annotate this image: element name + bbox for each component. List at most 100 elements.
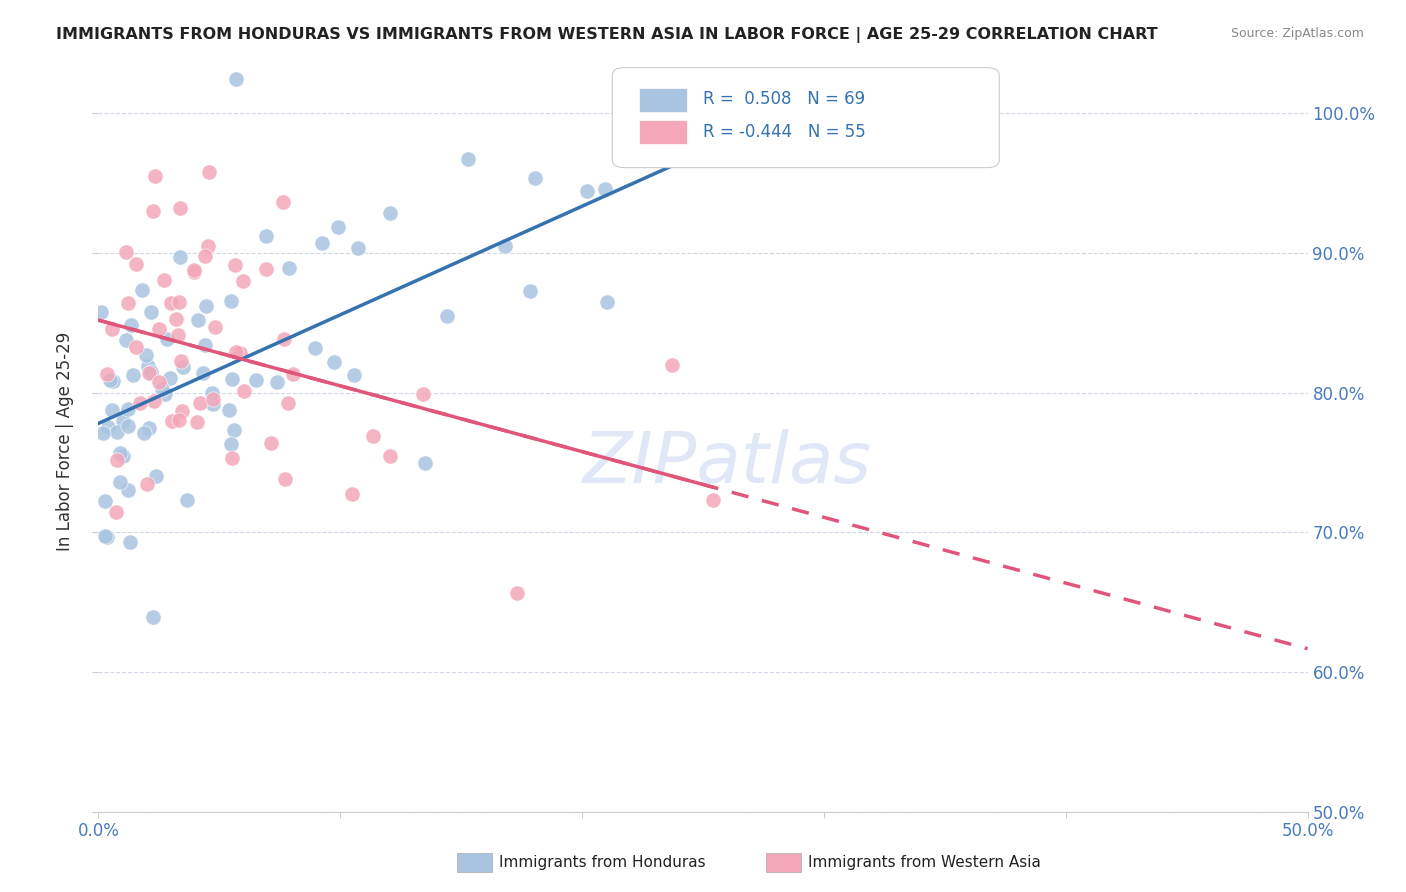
- Point: [702, 492, 724, 507]
- Point: [96, 368, 118, 382]
- Point: [204, 319, 226, 334]
- Point: [413, 457, 436, 471]
- Text: ZIPatlas: ZIPatlas: [582, 429, 872, 499]
- Point: [160, 413, 183, 427]
- Point: [96, 530, 118, 544]
- Point: [232, 274, 254, 288]
- Point: [412, 386, 434, 401]
- Point: [93, 425, 115, 440]
- Point: [219, 293, 242, 308]
- Point: [343, 368, 366, 382]
- Point: [105, 453, 128, 467]
- Point: [145, 468, 167, 483]
- Point: [271, 194, 294, 209]
- Point: [167, 413, 190, 427]
- Point: [125, 257, 148, 271]
- Point: [110, 475, 132, 490]
- Text: Immigrants from Western Asia: Immigrants from Western Asia: [808, 855, 1042, 870]
- Point: [115, 244, 138, 259]
- Text: R = -0.444   N = 55: R = -0.444 N = 55: [703, 123, 866, 141]
- Point: [101, 321, 124, 335]
- Point: [219, 437, 242, 451]
- Point: [138, 359, 160, 373]
- Point: [457, 152, 479, 166]
- Point: [117, 296, 139, 310]
- Point: [342, 487, 364, 501]
- Point: [322, 355, 344, 369]
- Point: [167, 328, 190, 343]
- Point: [117, 401, 139, 416]
- Point: [195, 299, 218, 313]
- FancyBboxPatch shape: [613, 68, 1000, 168]
- Point: [183, 262, 205, 277]
- Point: [117, 483, 139, 497]
- Point: [436, 310, 458, 324]
- Point: [254, 262, 277, 277]
- Point: [361, 429, 384, 443]
- Point: [94, 493, 117, 508]
- Point: [142, 203, 165, 218]
- Point: [224, 258, 246, 272]
- Point: [148, 321, 170, 335]
- Point: [186, 415, 208, 429]
- Point: [202, 397, 225, 411]
- Point: [194, 249, 217, 263]
- Point: [97, 420, 120, 434]
- Point: [201, 392, 224, 407]
- Point: [346, 241, 368, 255]
- Point: [143, 169, 166, 184]
- Point: [129, 396, 152, 410]
- Point: [167, 294, 190, 309]
- Point: [229, 345, 252, 359]
- Point: [201, 386, 224, 401]
- Point: [172, 404, 194, 418]
- Bar: [638, 88, 688, 112]
- Point: [176, 493, 198, 508]
- Point: [187, 313, 209, 327]
- Point: [281, 367, 304, 381]
- Point: [197, 165, 219, 179]
- Point: [380, 449, 402, 463]
- Point: [221, 450, 243, 465]
- Point: [278, 260, 301, 275]
- Point: [131, 283, 153, 297]
- Point: [112, 414, 135, 428]
- Point: [159, 295, 181, 310]
- Point: [328, 220, 350, 235]
- Point: [101, 402, 124, 417]
- Point: [233, 384, 256, 398]
- Point: [524, 171, 547, 186]
- Point: [94, 529, 117, 543]
- Point: [593, 182, 616, 196]
- Point: [139, 304, 162, 318]
- Point: [197, 239, 219, 253]
- Point: [311, 236, 333, 251]
- Point: [218, 403, 240, 417]
- Point: [221, 372, 243, 386]
- Point: [380, 206, 402, 220]
- Point: [120, 318, 142, 332]
- Point: [136, 477, 159, 491]
- Point: [112, 450, 135, 464]
- Point: [155, 332, 177, 346]
- Point: [105, 425, 128, 439]
- Point: [661, 359, 683, 373]
- Point: [266, 375, 288, 389]
- Point: [139, 365, 162, 379]
- Point: [169, 201, 191, 215]
- Point: [596, 295, 619, 310]
- Point: [183, 265, 205, 279]
- Point: [90, 305, 112, 319]
- Point: [142, 609, 165, 624]
- Text: Immigrants from Honduras: Immigrants from Honduras: [499, 855, 706, 870]
- Point: [193, 366, 215, 380]
- Point: [153, 386, 176, 401]
- Text: Source: ZipAtlas.com: Source: ZipAtlas.com: [1230, 27, 1364, 40]
- Point: [105, 505, 128, 519]
- Point: [172, 360, 194, 375]
- Point: [134, 425, 156, 440]
- Point: [117, 419, 139, 434]
- Point: [135, 348, 157, 362]
- Point: [120, 535, 142, 549]
- Point: [245, 373, 267, 387]
